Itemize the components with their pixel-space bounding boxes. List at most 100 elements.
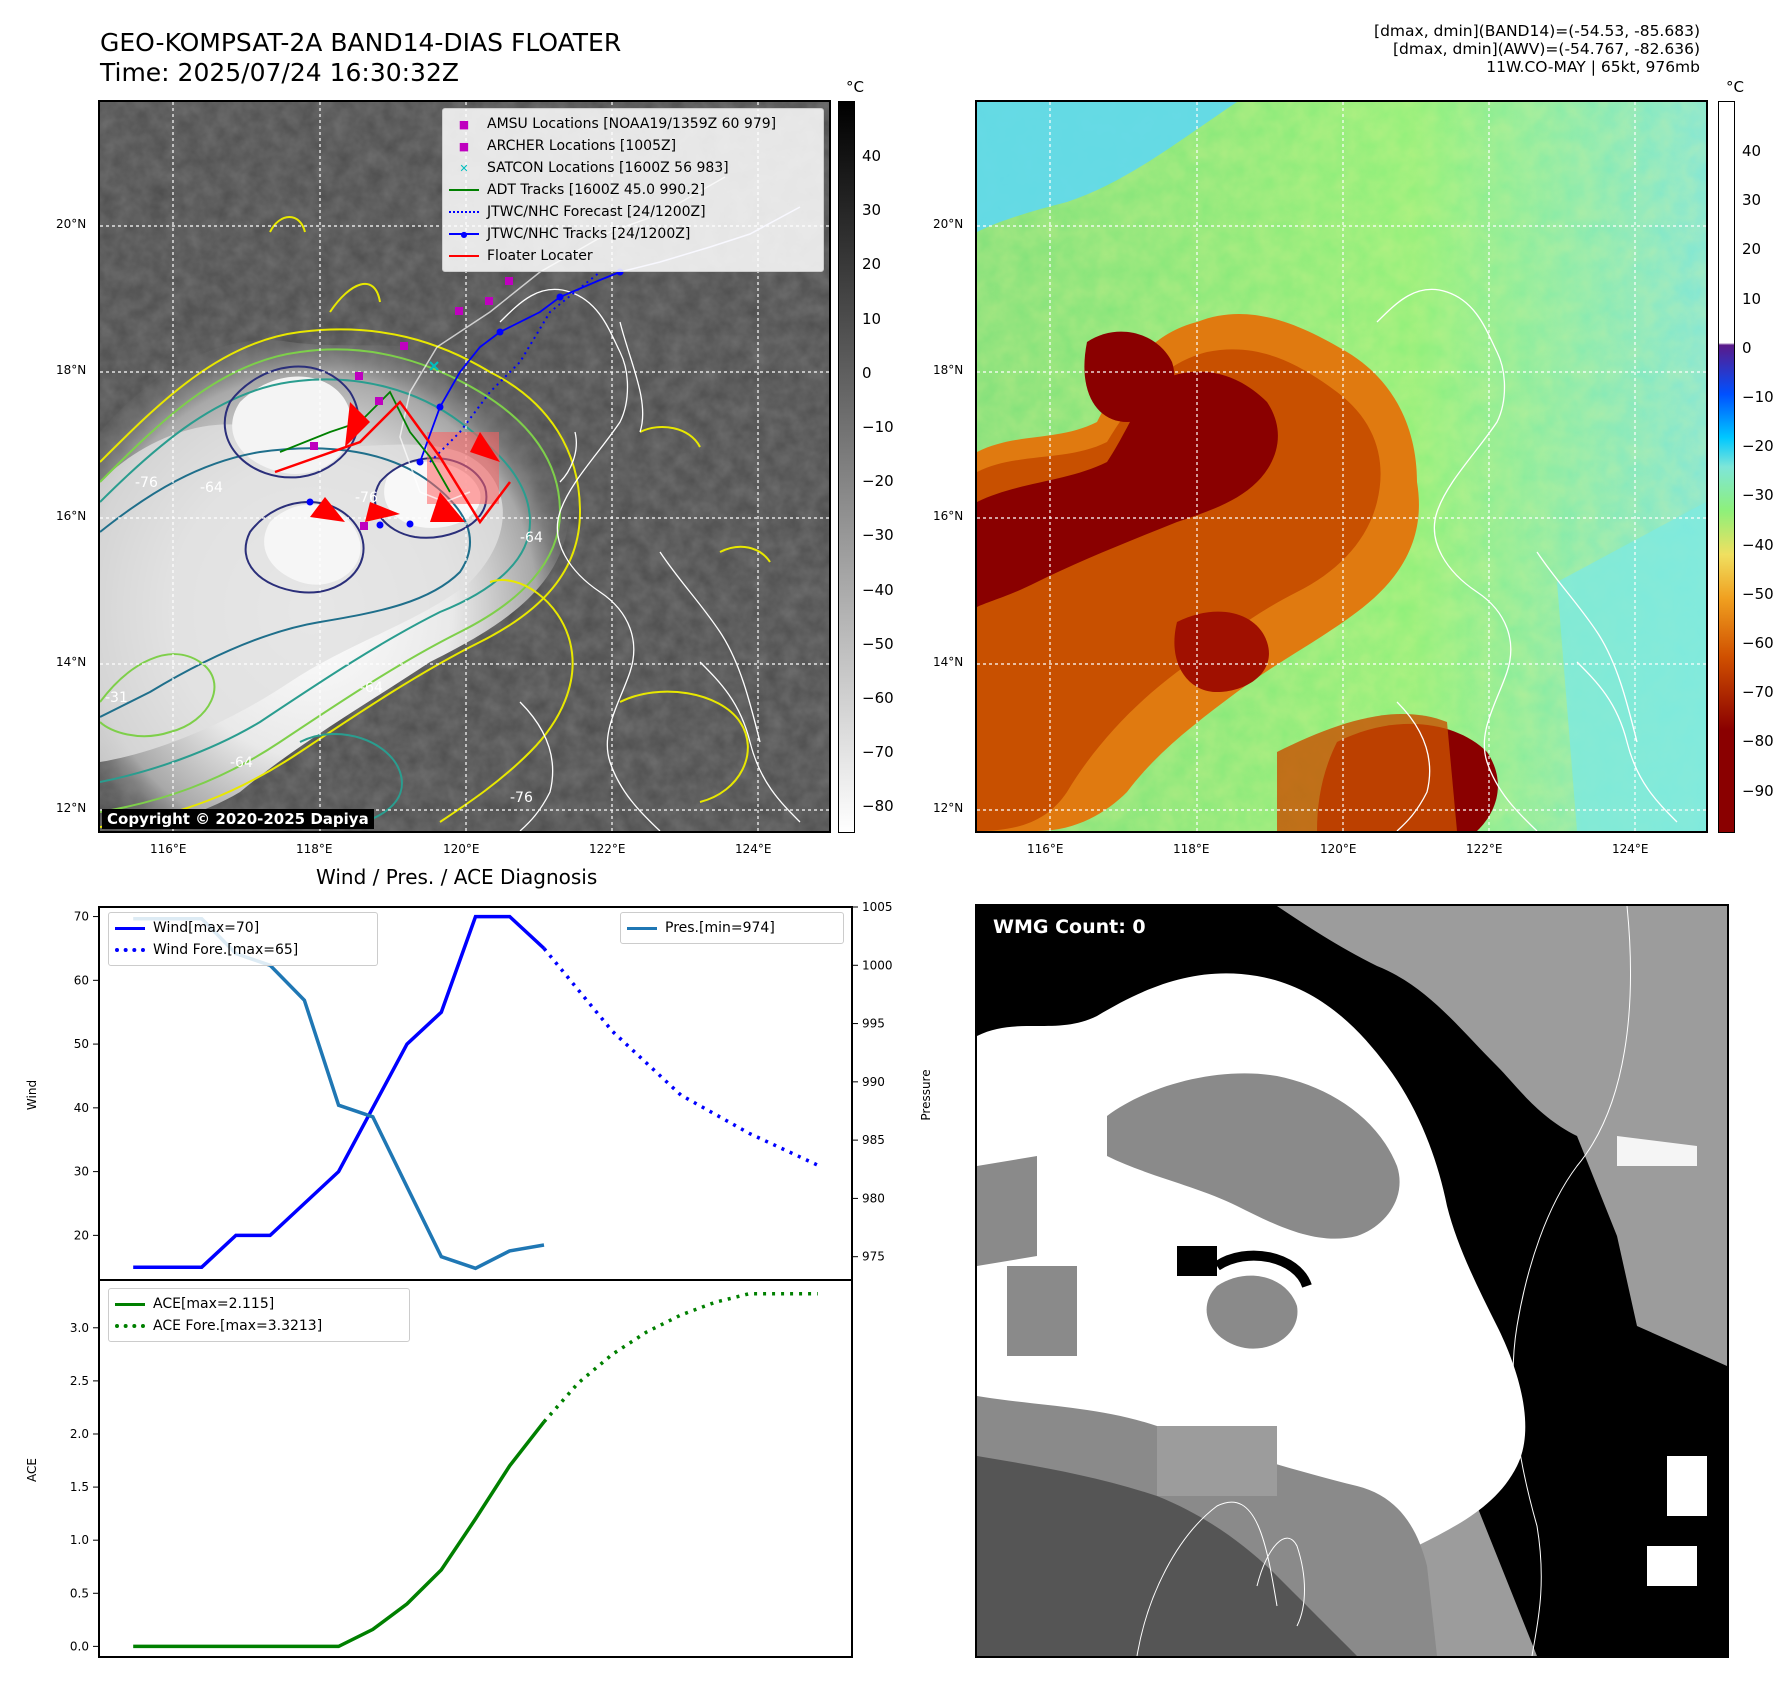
legend-swatch [627, 926, 657, 930]
legend-swatch [115, 948, 145, 952]
lon-label: 118°E [1173, 842, 1210, 856]
colorbar-tick-label: 40 [862, 147, 882, 165]
series-line-wind [133, 914, 546, 1269]
colorbar-tick-label: 0 [862, 363, 872, 382]
colorbar-tick-label: 10 [1742, 289, 1762, 308]
map-legend-swatch: ■ [458, 117, 470, 131]
ace-tick-label: 0.0 [70, 1639, 89, 1653]
ace-tick-label: 2.5 [70, 1374, 89, 1388]
legend-label: ACE[max=2.115] [153, 1296, 275, 1312]
map-legend-item: ■ AMSU Locations [NOAA19/1359Z 60 979] [449, 113, 817, 135]
title-line-1: GEO-KOMPSAT-2A BAND14-DIAS FLOATER [100, 28, 622, 57]
wind-axis-label: Wind [25, 1080, 39, 1110]
colorbar-tick-label: −70 [1742, 683, 1774, 702]
legend-item: Pres.[min=974] [627, 917, 837, 939]
amsu-archer-points [310, 277, 513, 530]
colorbar-tick-label: 20 [1742, 240, 1762, 259]
map-legend-label: JTWC/NHC Forecast [24/1200Z] [487, 204, 706, 220]
series-line-ace [133, 1420, 546, 1649]
legend-label: Pres.[min=974] [665, 920, 775, 936]
right-colorbar [1718, 101, 1735, 833]
colorbar-tick-label: −40 [1742, 535, 1774, 554]
wmg-panel: WMG Count: 0 [975, 904, 1729, 1658]
contour-labels: -76 -64 -76 -64 -31 -64 -76 -64 [105, 475, 543, 806]
map-legend-item: JTWC/NHC Forecast [24/1200Z] [449, 201, 817, 223]
contours [100, 216, 771, 828]
wind-pres-axes [98, 906, 853, 1281]
wind-tick-label: 30 [74, 1165, 89, 1179]
contour-label: -31 [105, 690, 128, 706]
lon-label: 122°E [589, 842, 626, 856]
legend-label: Wind[max=70] [153, 920, 260, 936]
copyright: Copyright © 2020-2025 Dapiya [102, 809, 374, 829]
lat-label: 16°N [56, 509, 87, 523]
colorbar-tick-label: 30 [1742, 191, 1762, 210]
satcon-points [429, 361, 439, 371]
colorbar-tick-label: −30 [1742, 486, 1774, 505]
ir-map-panel: -76 -64 -76 -64 -31 -64 -76 -64 [98, 100, 831, 833]
colorbar-tick-label: −20 [862, 472, 894, 491]
colorbar-tick-label: −80 [862, 797, 894, 816]
colorbar-tick-label: −10 [862, 418, 894, 436]
pressure-legend: Pres.[min=974] [620, 912, 844, 944]
colorbar-tick-label: 0 [1742, 338, 1752, 357]
legend-swatch [115, 1324, 145, 1328]
legend-item: Wind Fore.[max=65] [115, 939, 371, 961]
lat-label: 14°N [56, 655, 87, 669]
contour-label: -64 [200, 480, 223, 496]
legend-swatch [115, 926, 145, 930]
awv-map [977, 102, 1706, 831]
info-line-1: [dmax, dmin](BAND14)=(-54.53, -85.683) [1374, 22, 1700, 40]
pressure-tick-label: 980 [862, 1191, 885, 1205]
colorbar-tick-label: −50 [1742, 584, 1774, 603]
contour-label: -76 [510, 790, 533, 806]
map-legend-label: JTWC/NHC Tracks [24/1200Z] [487, 226, 691, 242]
lon-label: 124°E [1612, 842, 1649, 856]
legend-swatch [115, 1302, 145, 1306]
map-legend-swatch [449, 255, 479, 257]
pressure-tick-label: 990 [862, 1075, 885, 1089]
map-legend-label: AMSU Locations [NOAA19/1359Z 60 979] [487, 116, 777, 132]
diagnosis-chart: 20 30 40 50 60 70 975 980 985 990 995 1000 1005 Wind P… [25, 900, 933, 1658]
awv-gridlines [977, 102, 1706, 831]
legend-item: ACE Fore.[max=3.3213] [115, 1315, 403, 1337]
lon-label: 116°E [1027, 842, 1064, 856]
map-legend-swatch: ✕ [459, 161, 469, 175]
series-line-ace-forecast [542, 1291, 818, 1423]
colorbar-tick-label: −60 [1742, 634, 1774, 652]
ace-tick-label: 0.5 [70, 1586, 89, 1600]
ace-legend: ACE[max=2.115] ACE Fore.[max=3.3213] [108, 1288, 410, 1342]
lat-label: 20°N [56, 217, 87, 231]
pressure-axis-label: Pressure [919, 1069, 933, 1120]
lon-label: 124°E [735, 842, 772, 856]
wind-legend: Wind[max=70] Wind Fore.[max=65] [108, 912, 378, 966]
legend-label: Wind Fore.[max=65] [153, 942, 299, 958]
colorbar-tick-label: 20 [862, 255, 882, 274]
contour-label: -76 [135, 475, 158, 491]
ace-tick-label: 1.5 [70, 1480, 89, 1494]
lon-label: 116°E [150, 842, 187, 856]
colorbar-tick-label: −50 [862, 634, 894, 653]
wind-tick-label: 50 [74, 1037, 89, 1051]
pressure-tick-label: 1005 [862, 900, 893, 914]
lat-label: 12°N [56, 801, 87, 815]
lon-label: 120°E [1320, 842, 1357, 856]
wind-tick-label: 20 [74, 1228, 89, 1242]
adt-track [279, 390, 451, 493]
lon-label: 118°E [296, 842, 333, 856]
map-legend-item: ■ ARCHER Locations [1005Z] [449, 135, 817, 157]
map-legend-item: ADT Tracks [1600Z 45.0 990.2] [449, 179, 817, 201]
colorbar-tick-label: −60 [862, 689, 894, 707]
lon-label: 122°E [1466, 842, 1503, 856]
map-legend: ■ AMSU Locations [NOAA19/1359Z 60 979] ■ AR… [442, 108, 824, 272]
diagnosis-title: Wind / Pres. / ACE Diagnosis [316, 865, 598, 889]
figure-title: GEO-KOMPSAT-2A BAND14-DIAS FLOATER Time:… [100, 28, 621, 88]
map-legend-label: SATCON Locations [1600Z 56 983] [487, 160, 729, 176]
pressure-tick-label: 975 [862, 1250, 885, 1264]
legend-label: ACE Fore.[max=3.3213] [153, 1318, 323, 1334]
legend-item: Wind[max=70] [115, 917, 371, 939]
awv-coastline [1376, 288, 1678, 831]
lat-label: 14°N [933, 655, 964, 669]
map-legend-item: ✕ SATCON Locations [1600Z 56 983] [449, 157, 817, 179]
lat-label: 20°N [933, 217, 964, 231]
